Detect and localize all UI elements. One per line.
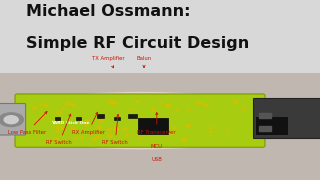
- Circle shape: [39, 103, 42, 105]
- Circle shape: [124, 128, 128, 130]
- Text: Michael Ossmann:: Michael Ossmann:: [26, 4, 190, 19]
- Circle shape: [0, 113, 23, 127]
- Circle shape: [129, 109, 132, 110]
- Circle shape: [207, 106, 209, 107]
- Circle shape: [92, 138, 96, 140]
- Circle shape: [62, 128, 65, 130]
- Circle shape: [144, 123, 146, 124]
- Circle shape: [71, 127, 75, 129]
- Circle shape: [175, 109, 178, 111]
- Circle shape: [136, 101, 139, 102]
- FancyBboxPatch shape: [253, 98, 320, 138]
- Circle shape: [210, 127, 213, 129]
- Text: YARD Stick One: YARD Stick One: [51, 121, 90, 125]
- Circle shape: [139, 138, 142, 139]
- Text: RF Switch: RF Switch: [46, 114, 72, 145]
- FancyBboxPatch shape: [256, 117, 288, 135]
- Circle shape: [40, 116, 44, 118]
- Circle shape: [165, 127, 167, 128]
- Circle shape: [181, 138, 187, 141]
- FancyBboxPatch shape: [128, 114, 137, 118]
- Text: Balun: Balun: [136, 56, 152, 68]
- Circle shape: [242, 109, 245, 111]
- Circle shape: [98, 119, 103, 122]
- Circle shape: [65, 102, 70, 105]
- Circle shape: [188, 109, 190, 111]
- Circle shape: [108, 128, 111, 130]
- Text: USB: USB: [151, 157, 162, 162]
- Circle shape: [57, 111, 61, 114]
- Circle shape: [74, 138, 77, 140]
- Circle shape: [186, 125, 191, 127]
- Circle shape: [142, 116, 144, 118]
- Circle shape: [147, 132, 153, 135]
- Circle shape: [151, 109, 155, 111]
- Circle shape: [233, 101, 238, 104]
- FancyBboxPatch shape: [55, 117, 60, 120]
- Circle shape: [172, 127, 177, 129]
- Bar: [259, 126, 271, 130]
- Text: RF Transceiver: RF Transceiver: [138, 113, 176, 135]
- Circle shape: [44, 105, 48, 107]
- Circle shape: [32, 107, 37, 109]
- FancyBboxPatch shape: [138, 118, 168, 134]
- Circle shape: [62, 108, 65, 109]
- FancyBboxPatch shape: [0, 103, 26, 135]
- Text: Low Pass Filter: Low Pass Filter: [8, 112, 47, 135]
- Circle shape: [84, 123, 89, 125]
- Text: MCU: MCU: [151, 144, 163, 149]
- Circle shape: [226, 130, 228, 132]
- Circle shape: [160, 134, 162, 135]
- Circle shape: [56, 125, 62, 129]
- Text: TX Amplifier: TX Amplifier: [92, 56, 125, 68]
- Circle shape: [209, 131, 212, 133]
- Circle shape: [96, 135, 101, 138]
- Circle shape: [81, 136, 84, 138]
- Circle shape: [160, 103, 162, 105]
- Text: RF Switch: RF Switch: [102, 114, 128, 145]
- Circle shape: [166, 104, 171, 107]
- Circle shape: [125, 134, 129, 137]
- FancyBboxPatch shape: [114, 117, 120, 120]
- Circle shape: [71, 104, 75, 106]
- FancyBboxPatch shape: [76, 117, 81, 120]
- Circle shape: [196, 102, 201, 105]
- FancyBboxPatch shape: [0, 73, 320, 180]
- Circle shape: [55, 130, 59, 132]
- Circle shape: [162, 133, 164, 134]
- Circle shape: [4, 116, 18, 124]
- Circle shape: [115, 103, 117, 104]
- Circle shape: [114, 128, 119, 131]
- FancyBboxPatch shape: [15, 94, 265, 147]
- Circle shape: [167, 119, 170, 120]
- Bar: [259, 113, 271, 118]
- Circle shape: [100, 119, 105, 121]
- Text: Simple RF Circuit Design: Simple RF Circuit Design: [26, 36, 249, 51]
- Circle shape: [97, 126, 102, 129]
- Circle shape: [86, 120, 89, 122]
- Ellipse shape: [0, 92, 293, 149]
- Circle shape: [107, 134, 113, 137]
- Circle shape: [36, 119, 38, 121]
- Circle shape: [54, 138, 59, 140]
- Circle shape: [167, 104, 171, 106]
- FancyBboxPatch shape: [0, 0, 320, 73]
- Text: RX Amplifier: RX Amplifier: [71, 112, 105, 135]
- Circle shape: [111, 101, 116, 104]
- Circle shape: [204, 104, 207, 106]
- Circle shape: [169, 132, 173, 135]
- FancyBboxPatch shape: [97, 114, 104, 118]
- Circle shape: [141, 123, 144, 125]
- Circle shape: [108, 100, 114, 103]
